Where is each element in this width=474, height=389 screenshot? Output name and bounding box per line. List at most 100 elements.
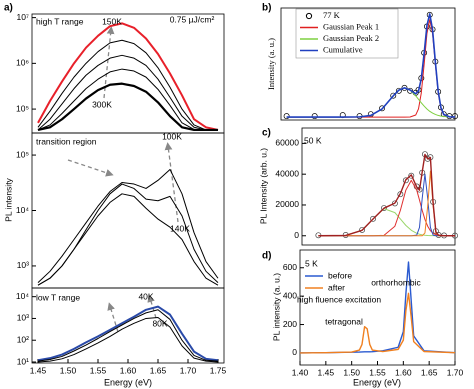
x-axis-label: Energy (eV) xyxy=(353,377,401,387)
annotation: tetragonal xyxy=(325,316,363,326)
x-tick-label: 1.65 xyxy=(421,367,438,377)
series-line xyxy=(37,39,218,131)
arrow xyxy=(164,142,179,223)
series-line xyxy=(37,168,219,283)
x-tick-label: 1.45 xyxy=(318,367,335,377)
data-point xyxy=(395,87,402,94)
arrow xyxy=(67,159,114,177)
x-tick-label: 1.65 xyxy=(150,365,167,375)
data-point xyxy=(402,177,409,184)
series-line xyxy=(37,309,219,362)
y-tick-label: 20000 xyxy=(275,199,299,209)
y-axis-label: Intensity (a. u.) xyxy=(266,38,276,90)
data-point xyxy=(381,205,387,212)
annotation: 40K xyxy=(138,291,153,301)
series-line xyxy=(318,173,455,237)
series-line xyxy=(37,305,219,362)
y-tick-label: 10³ xyxy=(17,260,29,270)
annotation: 100K xyxy=(162,131,182,141)
series-line xyxy=(37,68,218,131)
data-point xyxy=(379,105,385,112)
plot-frame xyxy=(301,127,456,246)
series-line xyxy=(37,22,219,131)
panel-label: c) xyxy=(262,128,271,139)
annotation: 0.75 µJ/cm² xyxy=(170,14,215,24)
panel-label: a) xyxy=(4,3,13,14)
y-tick-label: 400 xyxy=(283,290,297,300)
y-tick-label: 60000 xyxy=(275,138,299,148)
annotation: high fluence excitation xyxy=(297,294,381,304)
data-point xyxy=(283,113,290,120)
y-tick-label: 10⁶ xyxy=(16,58,29,68)
panel: 0 20000 40000 60000 c) PL Intensity (arb. u.)… xyxy=(258,127,458,246)
y-tick-label: 10³ xyxy=(17,313,29,323)
data-point xyxy=(359,226,366,233)
panel-label: d) xyxy=(262,251,271,262)
data-point xyxy=(401,84,408,91)
x-tick-label: 1.50 xyxy=(343,367,360,377)
y-tick-label: 10² xyxy=(17,334,29,344)
panel: 0 200 400 600 1.40 1.45 1.50 1.55 1.60 1.65 1.70 d)… xyxy=(262,249,464,387)
y-axis-label: PL intensity (a. u.) xyxy=(271,273,281,341)
data-point xyxy=(390,92,397,99)
y-tick-label: 10⁴ xyxy=(16,291,29,301)
data-point xyxy=(397,191,404,198)
x-tick-label: 1.70 xyxy=(180,365,197,375)
annotation: 80K xyxy=(152,318,167,328)
x-tick-label: 1.60 xyxy=(120,365,137,375)
series-line xyxy=(37,54,218,131)
annotation: transition region xyxy=(36,136,97,146)
data-point xyxy=(407,87,414,94)
legend-label: Cumulative xyxy=(323,44,363,54)
y-tick-label: 600 xyxy=(283,262,297,272)
data-point xyxy=(311,113,318,120)
data-point xyxy=(408,172,415,179)
annotation: low T range xyxy=(36,292,80,302)
plot-frame xyxy=(31,132,225,289)
arrows xyxy=(67,26,179,333)
legend-label: Gaussian Peak 2 xyxy=(323,33,379,43)
data-point xyxy=(370,215,376,222)
x-tick-label: 1.55 xyxy=(90,365,107,375)
series-line xyxy=(37,317,219,363)
x-tick-label: 1.50 xyxy=(60,365,77,375)
legend-swatch xyxy=(305,12,313,20)
x-tick-label: 1.70 xyxy=(447,367,464,377)
plot-frame xyxy=(280,7,456,121)
series-line xyxy=(299,292,456,354)
plot-frame xyxy=(299,249,456,366)
annotation: 300K xyxy=(92,99,112,109)
x-tick-label: 1.60 xyxy=(395,367,412,377)
y-tick-label: 0 xyxy=(292,347,297,357)
x-axis-label: Energy (eV) xyxy=(104,377,152,387)
legend-title: 5 K xyxy=(305,258,318,268)
x-tick-label: 1.40 xyxy=(292,367,309,377)
series-line xyxy=(37,82,218,132)
y-tick-label: 40000 xyxy=(275,168,299,178)
annotation: 150K xyxy=(102,16,122,26)
annotation: orthorhombic xyxy=(371,277,421,287)
legend-label: Gaussian Peak 1 xyxy=(323,21,379,31)
annotation: 50 K xyxy=(304,135,322,145)
x-tick-label: 1.75 xyxy=(210,365,227,375)
annotation: 140K xyxy=(170,223,190,233)
y-axis-label: PL Intensity (arb. u.) xyxy=(258,148,268,224)
legend-label: before xyxy=(328,270,352,280)
arrow xyxy=(107,302,119,333)
legend-label: after xyxy=(328,282,345,292)
y-tick-label: 0 xyxy=(294,230,299,240)
series-line xyxy=(318,170,455,237)
x-tick-label: 1.45 xyxy=(30,365,47,375)
series-line xyxy=(299,261,456,354)
panel-label: b) xyxy=(262,3,271,14)
y-tick-label: 10⁵ xyxy=(16,103,29,113)
y-tick-label: 10⁵ xyxy=(16,149,29,159)
panel: 10¹ 10² 10³ 10⁴ 1.45 1.50 1.55 1.60 1.65 1.70 1.75… xyxy=(16,287,227,387)
y-tick-label: 10¹ xyxy=(17,356,29,366)
x-tick-label: 1.55 xyxy=(369,367,386,377)
